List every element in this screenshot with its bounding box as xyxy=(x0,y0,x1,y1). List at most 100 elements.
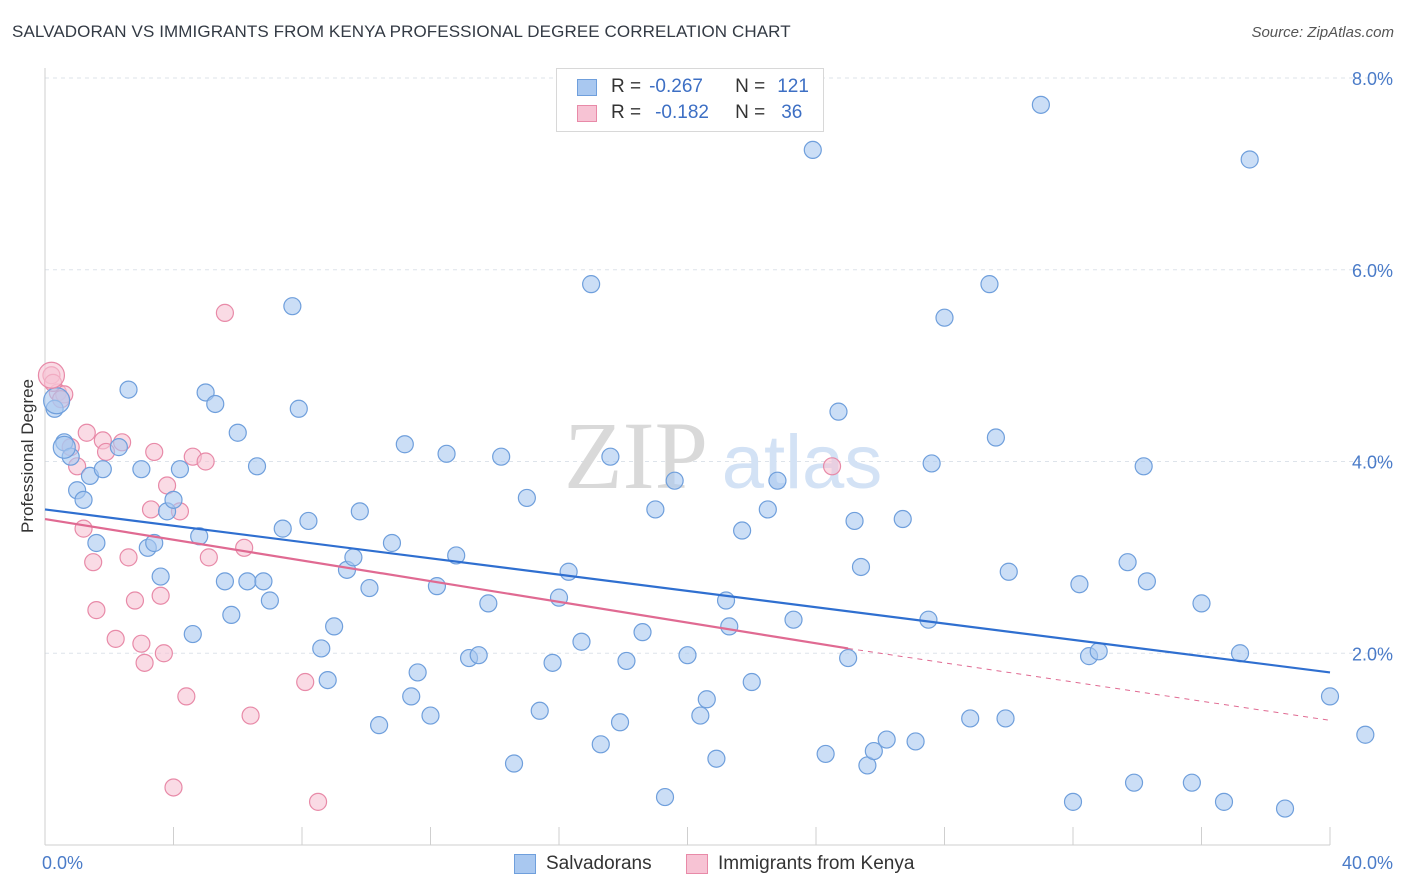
salvadoran-point xyxy=(1124,773,1144,792)
salvadoran-point xyxy=(408,663,427,682)
salvadoran-point xyxy=(720,617,739,636)
legend-row-kenya: R = -0.182 N = 36 xyxy=(577,101,802,125)
chart-title: SALVADORAN VS IMMIGRANTS FROM KENYA PROF… xyxy=(12,22,791,41)
salvadoran-point xyxy=(254,572,273,591)
legend-swatch-kenya xyxy=(686,854,708,874)
legend-swatch-salvadorans xyxy=(514,854,536,874)
x-tick-label: 0.0% xyxy=(42,853,83,873)
salvadoran-point xyxy=(421,706,440,725)
salvadoran-point xyxy=(655,787,675,807)
salvadoran-point xyxy=(360,578,379,598)
watermark: ZIP atlas xyxy=(564,402,882,509)
salvadoran-point xyxy=(1356,725,1375,744)
kenya-point xyxy=(308,792,328,811)
legend-r-value: -0.182 xyxy=(655,102,709,123)
legend-r-value: -0.267 xyxy=(649,76,703,97)
salvadoran-point xyxy=(845,511,864,531)
y-tick-label: 2.0% xyxy=(1352,644,1393,664)
salvadoran-point xyxy=(839,648,858,668)
salvadoran-point xyxy=(816,744,835,764)
kenya-point xyxy=(199,548,218,567)
salvadoran-point xyxy=(183,624,202,644)
kenya-point xyxy=(125,591,145,610)
salvadoran-point xyxy=(170,460,190,479)
salvadoran-point xyxy=(864,741,883,761)
salvadoran-point xyxy=(479,594,498,613)
salvadoran-point xyxy=(132,460,151,479)
salvadoran-point xyxy=(572,632,591,651)
salvadoran-point xyxy=(517,488,536,508)
salvadoran-point xyxy=(299,511,318,531)
salvadoran-point xyxy=(145,533,164,553)
legend-label-kenya: Immigrants from Kenya xyxy=(718,853,915,874)
salvadoran-point xyxy=(646,500,665,519)
salvadoran-point xyxy=(784,610,803,629)
salvadoran-point xyxy=(980,275,999,294)
trend-lines xyxy=(44,508,1331,721)
legend-r-label: R = xyxy=(611,76,642,97)
legend-n-value: 36 xyxy=(781,102,803,123)
salvadoran-point xyxy=(289,399,308,418)
kenya-point xyxy=(84,553,103,572)
data-points xyxy=(37,73,1375,818)
salvadoran-point xyxy=(935,308,954,327)
y-tick-label: 8.0% xyxy=(1352,69,1393,89)
salvadoran-point xyxy=(318,670,337,690)
salvadoran-trend-line xyxy=(44,508,1331,674)
salvadoran-point xyxy=(395,435,414,454)
salvadoran-point xyxy=(1182,773,1201,792)
y-tick-label: 6.0% xyxy=(1352,261,1393,281)
salvadoran-point xyxy=(768,471,787,490)
salvadoran-point xyxy=(922,454,941,473)
salvadoran-point xyxy=(260,591,279,610)
legend-n-label: N = xyxy=(735,102,766,123)
salvadoran-point xyxy=(325,617,344,636)
axes xyxy=(44,68,1331,846)
salvadoran-point xyxy=(43,387,71,415)
legend-n-value: 121 xyxy=(777,76,809,97)
kenya-point xyxy=(196,452,215,471)
salvadoran-point xyxy=(402,687,421,706)
salvadoran-point xyxy=(382,533,402,553)
kenya-point xyxy=(296,672,315,692)
salvadoran-point xyxy=(697,690,716,709)
salvadoran-point xyxy=(742,672,761,692)
salvadoran-point xyxy=(1320,687,1340,706)
legend-label-salvadorans: Salvadorans xyxy=(546,853,652,874)
salvadoran-point xyxy=(1275,799,1295,818)
kenya-trend-extension xyxy=(848,647,1331,721)
salvadoran-point xyxy=(87,533,106,553)
salvadoran-point xyxy=(1240,150,1259,169)
kenya-point xyxy=(151,586,170,605)
salvadoran-point xyxy=(52,435,76,459)
salvadoran-point xyxy=(312,639,331,658)
kenya-point xyxy=(177,687,196,706)
salvadoran-point xyxy=(469,646,488,665)
kenya-point xyxy=(235,538,254,557)
salvadoran-point xyxy=(610,713,630,732)
salvadoran-point xyxy=(437,444,456,463)
y-tick-label: 4.0% xyxy=(1352,453,1393,473)
salvadoran-point xyxy=(215,572,234,591)
kenya-point xyxy=(215,303,234,322)
watermark-zip: ZIP xyxy=(564,402,708,509)
kenya-point xyxy=(145,442,164,462)
salvadoran-point xyxy=(617,651,636,671)
salvadoran-point xyxy=(273,519,292,538)
kenya-point xyxy=(154,644,173,663)
salvadoran-point xyxy=(678,646,697,665)
salvadoran-point xyxy=(707,749,726,768)
salvadoran-point xyxy=(1137,572,1156,591)
salvadoran-point xyxy=(1134,457,1153,476)
salvadoran-point xyxy=(851,557,871,577)
salvadoran-point xyxy=(601,447,620,466)
kenya-point xyxy=(135,653,154,672)
kenya-point xyxy=(241,706,260,725)
salvadoran-point xyxy=(222,605,241,625)
source-note: Source: ZipAtlas.com xyxy=(1251,24,1394,41)
salvadoran-point xyxy=(1031,95,1050,114)
salvadoran-point xyxy=(238,572,257,591)
salvadoran-point xyxy=(344,548,363,567)
salvadoran-point xyxy=(1214,792,1234,811)
salvadoran-point xyxy=(1192,594,1211,613)
